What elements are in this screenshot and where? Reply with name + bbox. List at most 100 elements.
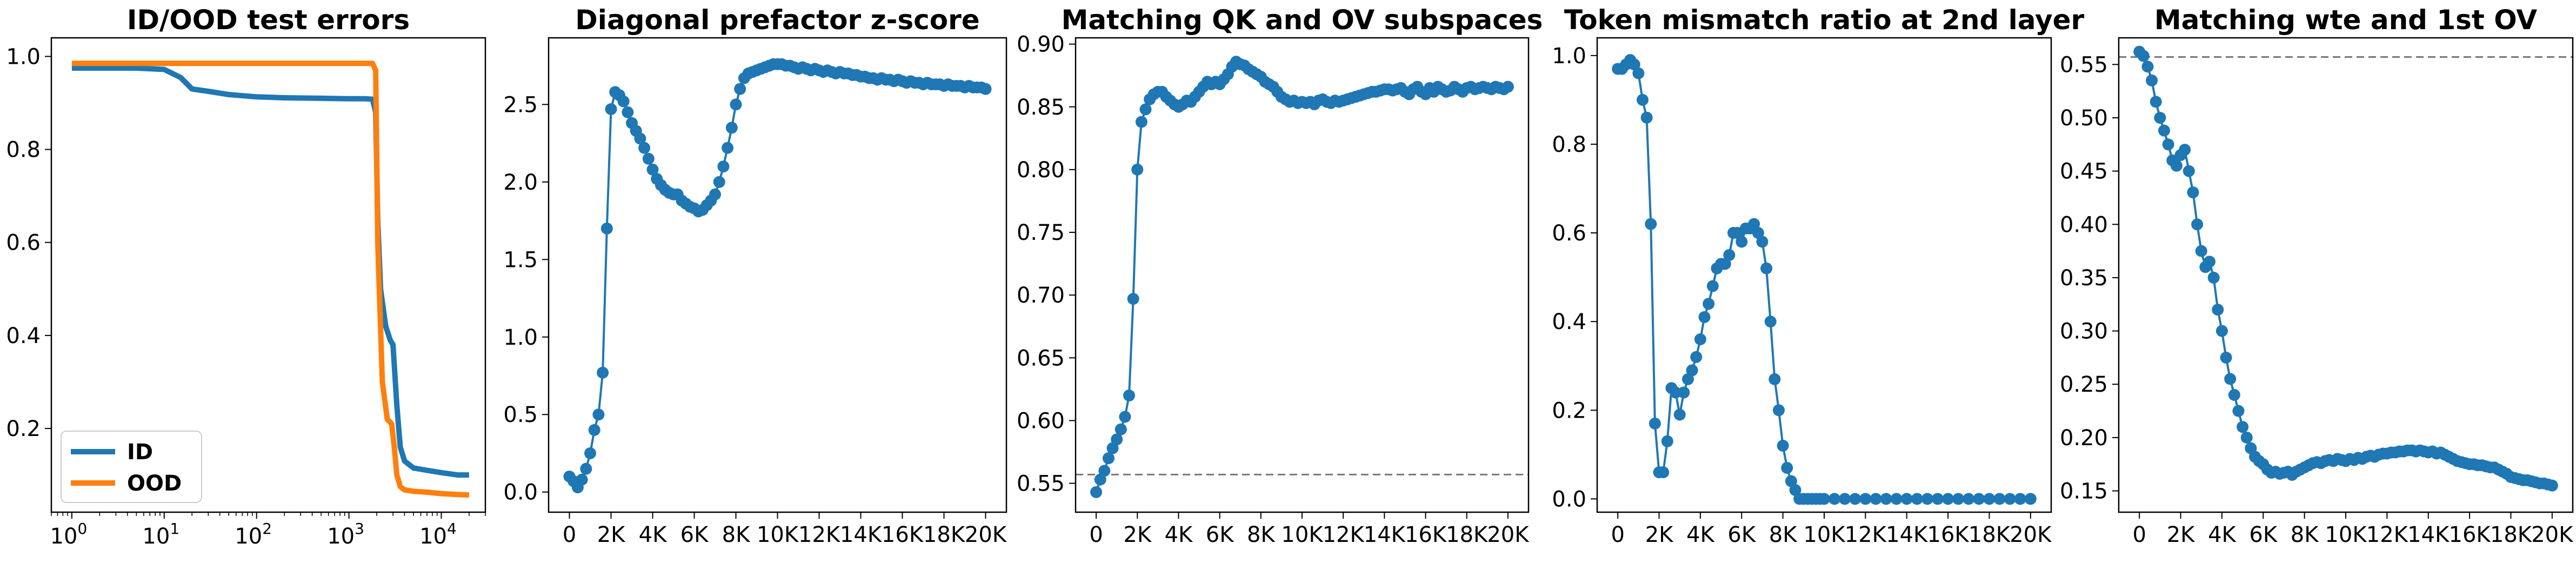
- y-tick-label: 0.60: [1017, 408, 1065, 433]
- x-tick-label: 2K: [1123, 522, 1152, 547]
- chart-2: Diagonal prefactor z-score 0 2K 4K 6K 8K 10K 12…: [503, 4, 1007, 547]
- x-tick-label: 16K: [1405, 522, 1447, 547]
- x-tick-label: 18K: [2490, 522, 2533, 547]
- data-point: [730, 98, 742, 111]
- data-point: [1682, 373, 1694, 385]
- x-tick-label: 16K: [882, 522, 924, 547]
- data-point: [1698, 311, 1711, 323]
- data-point: [1818, 493, 1830, 505]
- chart-title: Token mismatch ratio at 2nd layer: [1564, 4, 2085, 36]
- x-tick-label: 8K: [1247, 522, 1276, 547]
- x-tick-label: 4K: [1165, 522, 1193, 547]
- data-point: [1932, 493, 1944, 505]
- data-point: [580, 462, 592, 475]
- data-point: [1637, 93, 1649, 106]
- data-point: [2207, 271, 2220, 284]
- y-tick-label: 0.50: [2060, 106, 2108, 131]
- x-tick-label: 20K: [1487, 522, 1530, 547]
- y-tick-label: 0.2: [6, 417, 41, 441]
- data-point: [1706, 280, 1719, 292]
- x-tick-label: 16K: [1927, 522, 1970, 547]
- x-tick-label: 8K: [1769, 522, 1798, 547]
- data-point: [2191, 218, 2204, 231]
- x-tick-label: 10K: [2325, 522, 2367, 547]
- data-point: [1900, 493, 1913, 505]
- y-tick-label: 0.15: [2060, 479, 2108, 504]
- y-tick-label: 0.4: [1552, 310, 1586, 334]
- x-tick-label: 12K: [1323, 522, 1365, 547]
- data-point: [1849, 493, 1861, 505]
- legend-entry: ID: [127, 440, 153, 465]
- data-point: [2183, 165, 2195, 177]
- y-tick-label: 0.45: [2060, 159, 2108, 184]
- y-tick-label: 0.5: [503, 403, 538, 427]
- data-point: [1963, 493, 1975, 505]
- data-point: [1859, 493, 1872, 505]
- data-point: [2170, 159, 2183, 172]
- data-point: [1764, 316, 1777, 328]
- data-point: [2014, 493, 2026, 505]
- data-point: [713, 176, 725, 188]
- data-point: [622, 106, 634, 118]
- plot-frame: [1596, 37, 2052, 513]
- x-tick-label: 10K: [757, 522, 799, 547]
- data-point: [1661, 435, 1673, 447]
- data-point: [2179, 144, 2191, 156]
- chart-title: Matching QK and OV subspaces: [1062, 4, 1543, 36]
- data-point: [1501, 81, 1514, 93]
- x-tick-label: 104: [419, 520, 457, 549]
- data-point: [1657, 466, 1670, 479]
- data-point: [2162, 138, 2174, 151]
- x-tick-label: 14K: [2407, 522, 2450, 547]
- x-tick-label: 6K: [680, 522, 709, 547]
- x-tick-label: 10K: [1803, 522, 1846, 547]
- data-point: [2195, 245, 2207, 257]
- plot-frame: [548, 37, 1007, 513]
- y-tick-label: 1.5: [503, 247, 538, 272]
- y-tick-label: 0.85: [1017, 95, 1065, 120]
- x-tick-label: 20K: [2531, 522, 2574, 547]
- y-tick-label: 0.40: [2060, 212, 2108, 237]
- x-tick-label: 0: [563, 522, 576, 547]
- chart-title: Matching wte and 1st OV: [2154, 4, 2538, 36]
- x-tick-label: 0: [1089, 522, 1103, 547]
- x-tick-label: 18K: [1446, 522, 1489, 547]
- data-point: [592, 408, 605, 421]
- y-tick-label: 0.55: [1017, 472, 1065, 497]
- data-point: [1756, 236, 1769, 248]
- data-point: [2237, 421, 2249, 433]
- y-tick-label: 2.0: [503, 170, 538, 195]
- data-point: [1942, 493, 1954, 505]
- data-point: [1123, 389, 1136, 401]
- legend: ID OOD: [61, 431, 202, 503]
- data-point: [2224, 373, 2237, 385]
- x-tick-label: 14K: [1364, 522, 1406, 547]
- data-point: [2024, 493, 2037, 505]
- x-tick-label: 16K: [2449, 522, 2492, 547]
- data-point: [1911, 493, 1923, 505]
- x-tick-label: 4K: [2208, 522, 2237, 547]
- plot-frame: [50, 37, 486, 513]
- x-tick-label: 20K: [965, 522, 1007, 547]
- chart-title: Diagonal prefactor z-score: [575, 4, 979, 36]
- data-point: [734, 83, 746, 95]
- data-point: [1828, 493, 1841, 505]
- x-tick-label: 10K: [1281, 522, 1324, 547]
- data-point: [588, 424, 600, 436]
- x-tick-label: 12K: [2366, 522, 2409, 547]
- data-point: [1839, 493, 1851, 505]
- data-point: [576, 473, 588, 486]
- x-tick-label: 12K: [1845, 522, 1887, 547]
- x-tick-label: 100: [50, 520, 88, 549]
- data-point: [605, 103, 617, 115]
- data-point: [1785, 475, 1797, 487]
- y-tick-label: 0.8: [6, 138, 41, 163]
- data-point: [1098, 465, 1111, 477]
- data-point: [2215, 325, 2228, 337]
- plot-frame: [1075, 37, 1530, 513]
- data-point: [1632, 67, 1645, 79]
- data-point: [1115, 423, 1127, 435]
- data-point: [617, 95, 630, 108]
- x-tick-label: 6K: [2249, 522, 2278, 547]
- y-tick-label: 0.65: [1017, 346, 1065, 371]
